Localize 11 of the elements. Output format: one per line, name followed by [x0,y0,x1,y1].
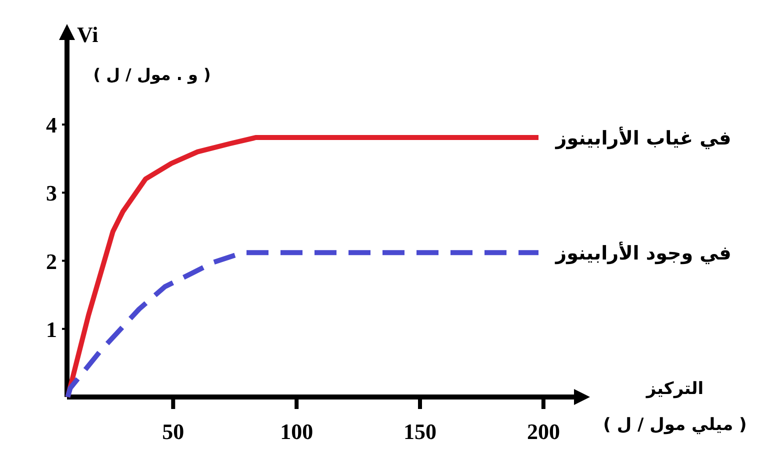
y-tick-label: 4 [46,112,57,138]
series-label: في وجود الأرابينوز [554,242,732,265]
x-tick-label: 150 [404,419,437,444]
series-label: في غياب الأرابينوز [554,126,732,150]
x-tick-label: 100 [280,419,314,444]
x-tick-label: 200 [526,419,560,444]
y-tick-label: 3 [46,180,57,206]
x-axis-title: التركيز ( ميلي مول / ل ) [603,379,747,435]
x-tick-label: 50 [162,419,184,444]
y-tick-label: 1 [46,316,57,342]
y-tick-label: 2 [46,248,57,274]
